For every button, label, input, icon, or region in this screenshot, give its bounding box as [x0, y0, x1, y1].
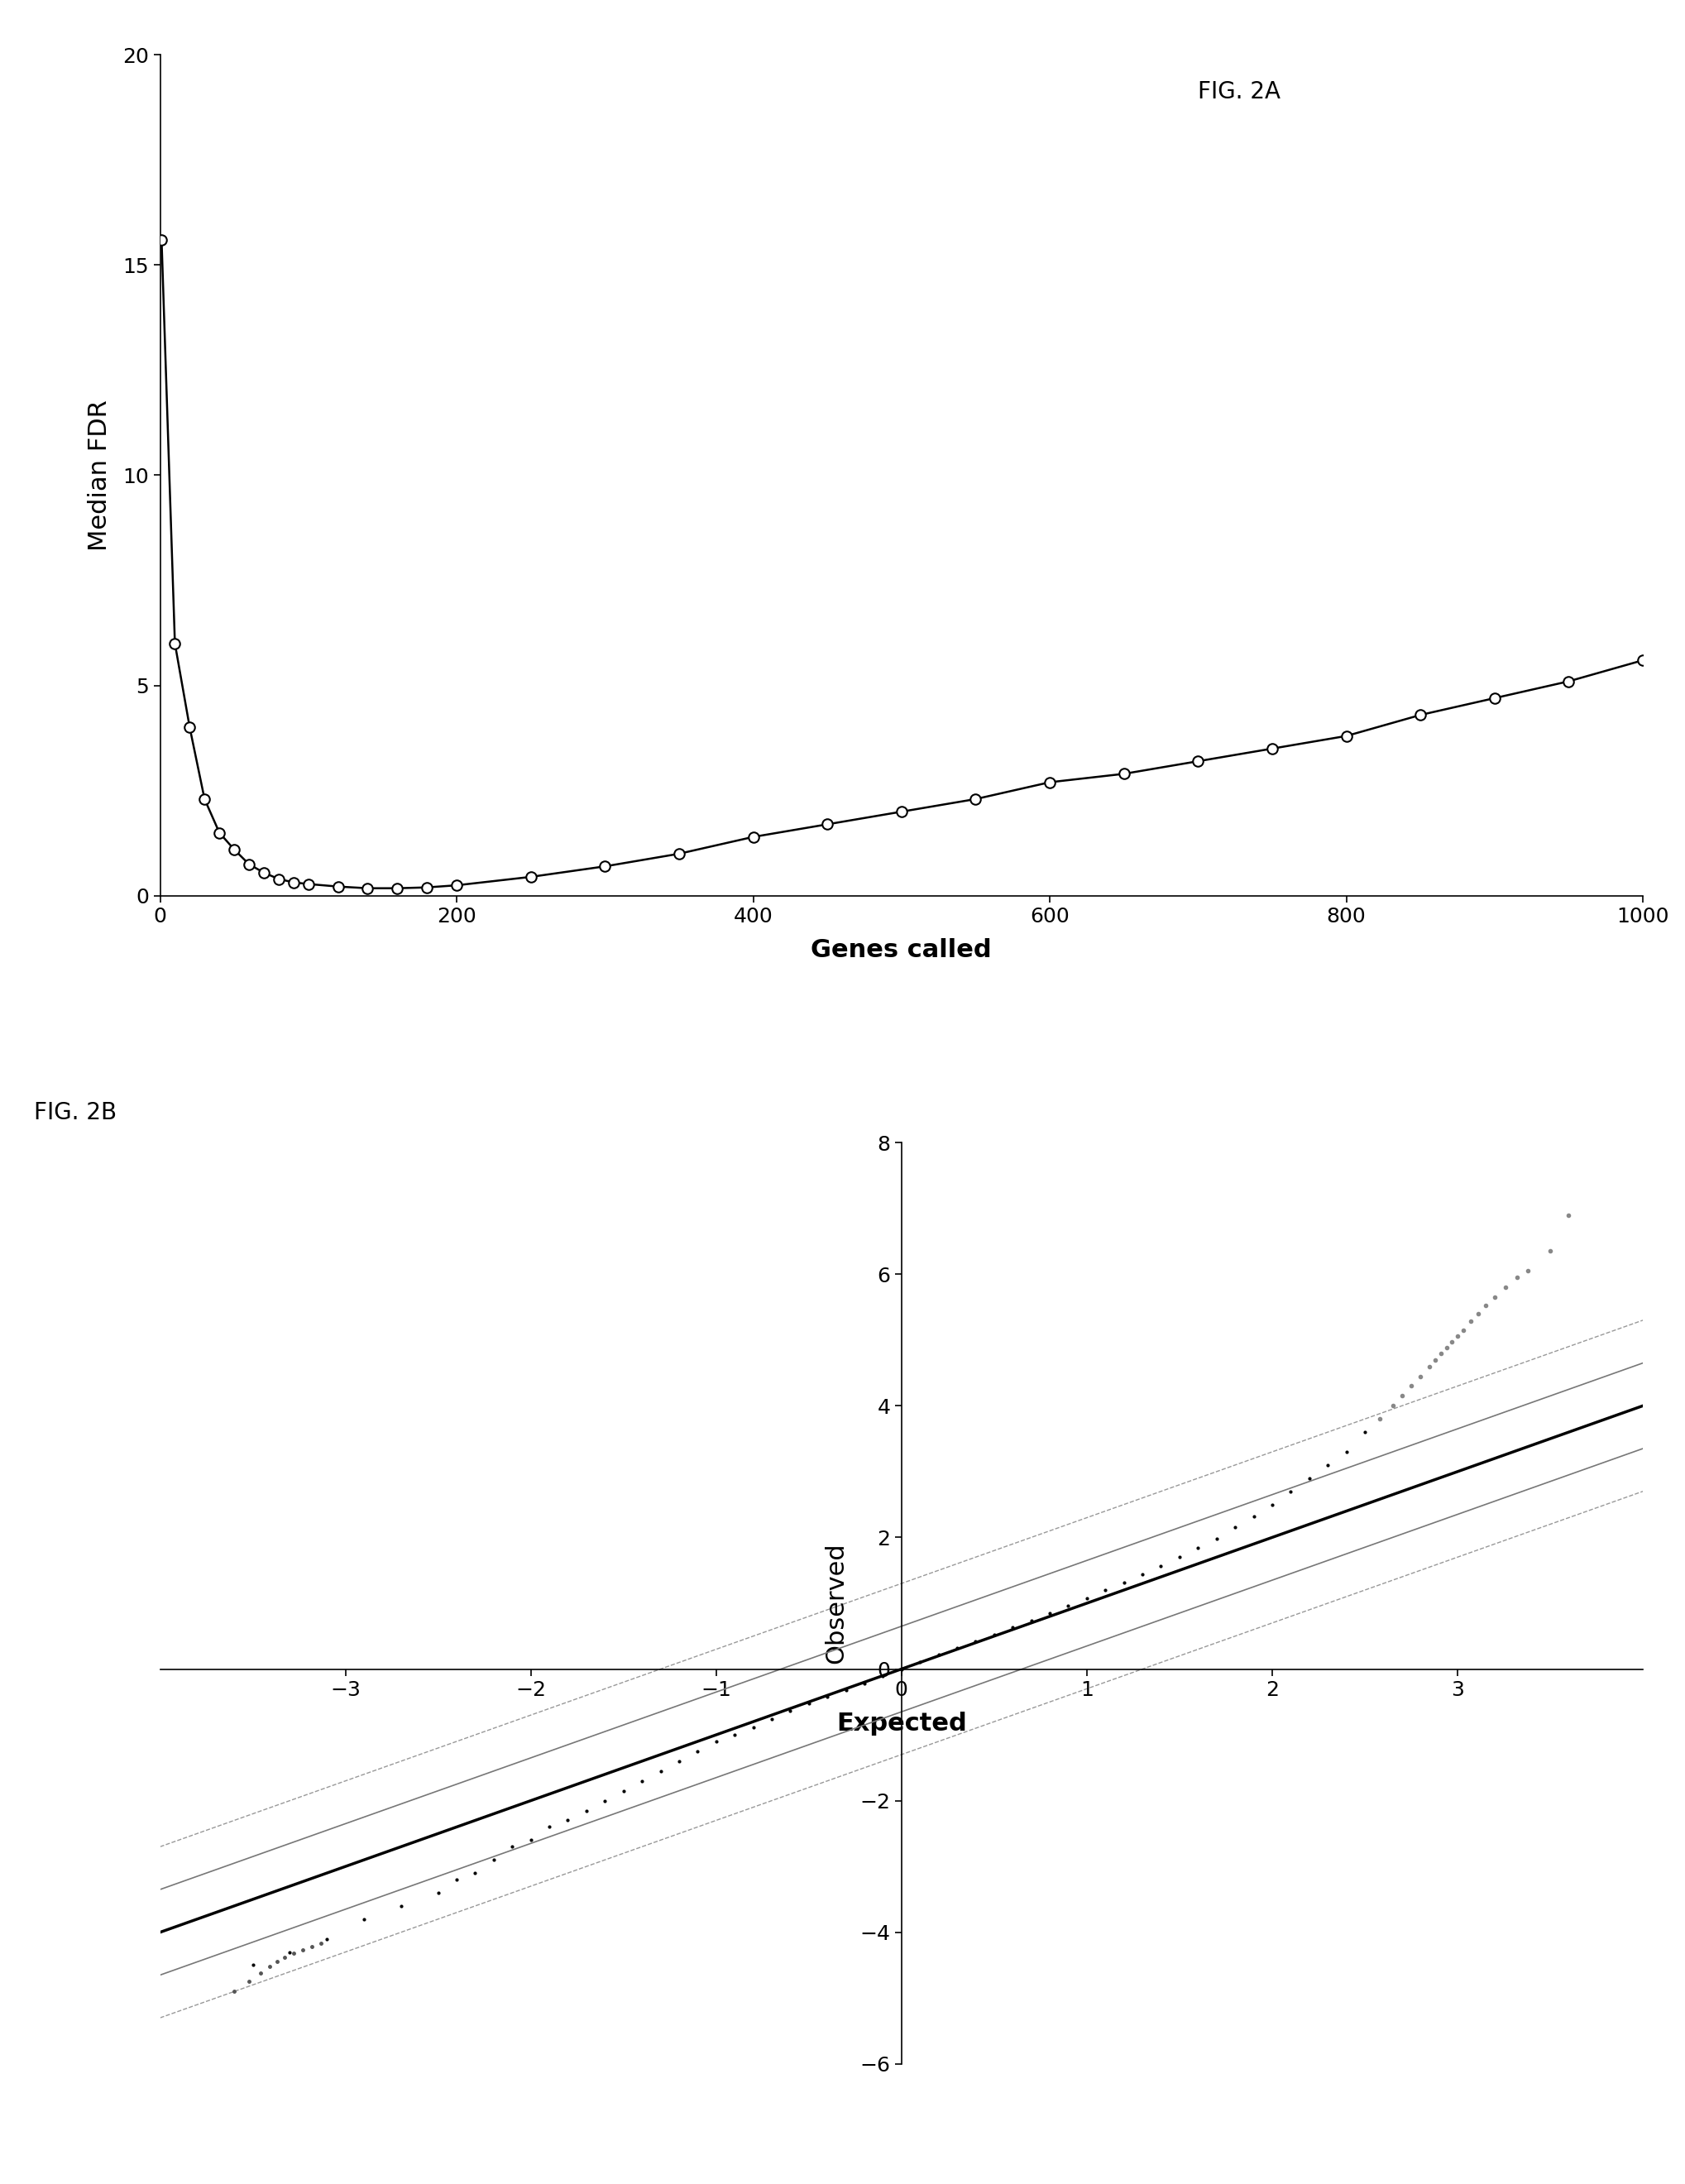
X-axis label: Expected: Expected: [836, 1712, 967, 1736]
Text: FIG. 2B: FIG. 2B: [34, 1101, 116, 1125]
Y-axis label: Median FDR: Median FDR: [88, 400, 111, 550]
Text: FIG. 2A: FIG. 2A: [1198, 81, 1281, 103]
Y-axis label: Observed: Observed: [824, 1542, 849, 1664]
X-axis label: Genes called: Genes called: [810, 939, 992, 963]
